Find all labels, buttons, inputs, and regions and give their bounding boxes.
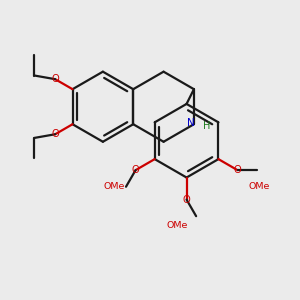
- Text: N: N: [187, 118, 195, 128]
- Text: O: O: [183, 195, 190, 205]
- Text: O: O: [51, 129, 59, 139]
- Text: OMe: OMe: [166, 220, 188, 230]
- Text: O: O: [51, 74, 59, 84]
- Text: OMe: OMe: [103, 182, 125, 191]
- Text: OMe: OMe: [248, 182, 270, 191]
- Text: O: O: [234, 165, 242, 175]
- Text: H: H: [202, 121, 210, 131]
- Text: O: O: [132, 165, 140, 175]
